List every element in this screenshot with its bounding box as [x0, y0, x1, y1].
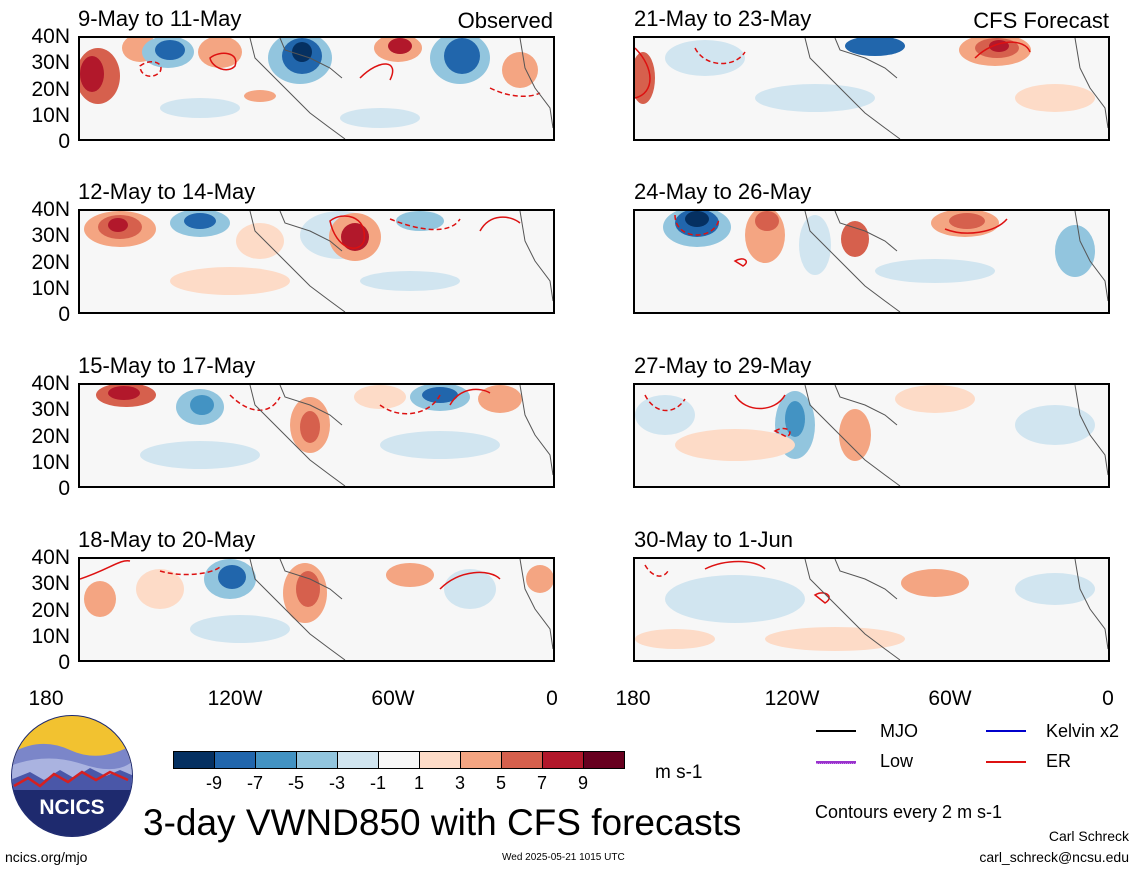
y-tick-label: 0 — [58, 477, 70, 500]
map-panel-obs-4 — [78, 557, 555, 662]
footer-author: Carl Schreck — [1048, 828, 1129, 844]
legend-label-mjo: MJO — [880, 721, 918, 741]
legend-label-kelvin: Kelvin x2 — [1046, 721, 1120, 741]
x-tick-120w-right: 120W — [764, 687, 820, 710]
y-tick-label: 30N — [31, 572, 70, 596]
logo-text: NCICS — [39, 796, 104, 819]
colorbar-label: -7 — [246, 773, 263, 793]
panel-title-fc-3: 27-May to 29-May — [634, 353, 812, 378]
footer-email: carl_schreck@ncsu.edu — [979, 849, 1129, 865]
ncics-logo: NCICS — [10, 714, 134, 838]
colorbar-units: m s-1 — [655, 762, 703, 783]
x-tick-180-right: 180 — [615, 687, 651, 710]
legend-line-kelvin — [986, 730, 1026, 732]
panel-title-obs-2: 12-May to 14-May — [78, 179, 256, 204]
panel-title-fc-1: 21-May to 23-May — [634, 6, 812, 31]
y-tick-label: 30N — [31, 398, 70, 422]
colorbar-cell — [378, 751, 420, 769]
y-tick-label: 40N — [31, 372, 70, 395]
legend-label-er: ER — [1046, 751, 1072, 771]
map-panel-obs-2 — [78, 209, 555, 314]
colorbar-cell — [419, 751, 461, 769]
map-field — [80, 38, 553, 139]
colorbar-cell — [460, 751, 502, 769]
y-tick-label: 0 — [58, 303, 70, 326]
y-tick-label: 10N — [31, 624, 70, 648]
colorbar-label: 7 — [536, 773, 547, 793]
y-tick-label: 10N — [31, 276, 70, 300]
colorbar-label: -5 — [287, 773, 304, 793]
x-tick-120w-left: 120W — [207, 687, 263, 710]
map-panel-fc-1 — [633, 36, 1110, 141]
map-field — [80, 559, 553, 660]
map-field — [635, 38, 1108, 139]
y-tick-label: 40N — [31, 546, 70, 569]
contours-note: Contours every 2 m s-1 — [815, 802, 1003, 822]
y-tick-label: 10N — [31, 103, 70, 127]
x-tick-0-left: 0 — [546, 687, 558, 710]
colorbar-cell — [173, 751, 215, 769]
panel-title-fc-4: 30-May to 1-Jun — [634, 527, 793, 552]
y-tick-label: 20N — [31, 424, 70, 448]
legend-line-er — [986, 761, 1026, 763]
footer-site: ncics.org/mjo — [5, 849, 88, 865]
y-tick-label: 40N — [31, 25, 70, 48]
colorbar-cell — [583, 751, 625, 769]
colorbar-cell — [296, 751, 338, 769]
main-title: 3-day VWND850 with CFS forecasts — [143, 802, 742, 843]
colorbar-label: 1 — [413, 773, 424, 793]
panel-label-cfs-forecast: CFS Forecast — [973, 8, 1109, 33]
colorbar-cell — [542, 751, 584, 769]
colorbar-cell — [501, 751, 543, 769]
y-tick-label: 0 — [58, 651, 70, 674]
y-tick-label: 0 — [58, 130, 70, 153]
colorbar-cell — [337, 751, 379, 769]
map-panel-fc-4 — [633, 557, 1110, 662]
y-tick-label: 30N — [31, 224, 70, 248]
map-field — [635, 211, 1108, 312]
colorbar-cell — [214, 751, 256, 769]
map-field — [635, 385, 1108, 486]
map-panel-fc-2 — [633, 209, 1110, 314]
colorbar-label: -1 — [369, 773, 386, 793]
map-panel-obs-3 — [78, 383, 555, 488]
colorbar-label: -3 — [328, 773, 345, 793]
legend-label-low: Low — [880, 751, 914, 771]
panel-title-fc-2: 24-May to 26-May — [634, 179, 812, 204]
colorbar-label: 9 — [577, 773, 588, 793]
panel-title-obs-1: 9-May to 11-May — [78, 6, 242, 31]
map-field — [80, 211, 553, 312]
x-tick-60w-left: 60W — [371, 687, 415, 710]
x-tick-180-left: 180 — [28, 687, 64, 710]
map-panel-obs-1 — [78, 36, 555, 141]
y-tick-label: 30N — [31, 51, 70, 75]
footer-timestamp: Wed 2025-05-21 1015 UTC — [502, 852, 625, 863]
map-field — [80, 385, 553, 486]
map-panel-fc-3 — [633, 383, 1110, 488]
colorbar-label: 3 — [454, 773, 465, 793]
map-field — [635, 559, 1108, 660]
panel-title-obs-3: 15-May to 17-May — [78, 353, 256, 378]
y-tick-label: 20N — [31, 250, 70, 274]
panel-label-observed: Observed — [457, 8, 553, 33]
panel-title-obs-4: 18-May to 20-May — [78, 527, 256, 552]
legend-line-low — [816, 761, 856, 764]
y-tick-label: 10N — [31, 450, 70, 474]
legend-line-mjo — [816, 730, 856, 732]
y-tick-label: 20N — [31, 77, 70, 101]
x-tick-0-right: 0 — [1102, 687, 1114, 710]
colorbar-label: 5 — [495, 773, 506, 793]
y-tick-label: 40N — [31, 198, 70, 221]
colorbar-cell — [255, 751, 297, 769]
y-tick-label: 20N — [31, 598, 70, 622]
colorbar-label: -9 — [205, 773, 222, 793]
x-tick-60w-right: 60W — [928, 687, 972, 710]
